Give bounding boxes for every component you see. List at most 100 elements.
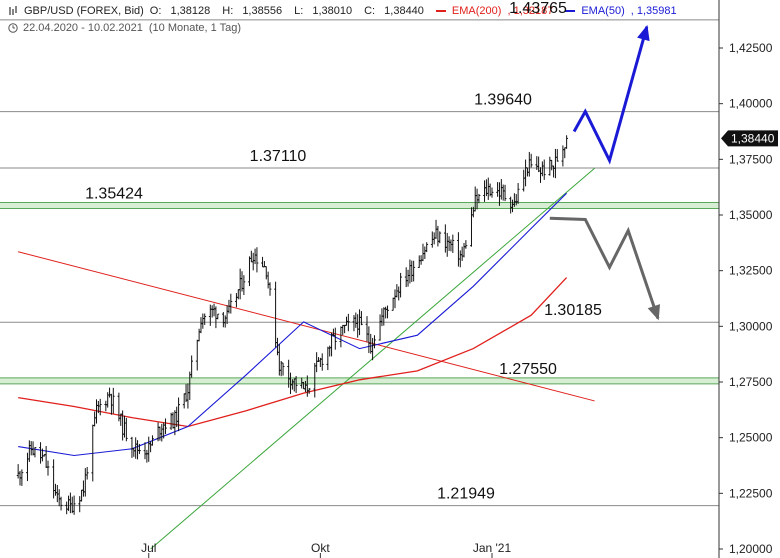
level-label-1.35424: 1.35424 bbox=[85, 186, 143, 203]
level-label-1.37110: 1.37110 bbox=[250, 148, 307, 165]
ohlc-bar bbox=[149, 441, 153, 453]
ohlc-bar bbox=[462, 242, 466, 258]
ohlc-bar bbox=[406, 269, 410, 287]
level-label-1.27550: 1.27550 bbox=[499, 361, 557, 378]
ohlc-bar bbox=[197, 328, 201, 342]
ema50-line bbox=[18, 192, 567, 457]
current-price-tag-bg bbox=[721, 130, 778, 147]
ohlc-bar bbox=[52, 459, 55, 499]
ohlc-bar bbox=[223, 315, 227, 328]
ohlc-bar bbox=[16, 464, 20, 479]
ohlc-bar bbox=[397, 286, 401, 301]
ohlc-bar bbox=[436, 225, 440, 247]
ohlc-bar bbox=[307, 387, 311, 394]
ohlc-bar bbox=[354, 312, 358, 328]
ohlc-bar bbox=[548, 156, 552, 176]
ohlc-bar bbox=[315, 352, 319, 373]
ohlc-bar bbox=[261, 256, 264, 268]
ohlc-bar bbox=[106, 392, 110, 408]
ohlc-bar bbox=[458, 250, 462, 268]
ohlc-bar bbox=[563, 147, 567, 159]
ohlc-bar bbox=[445, 232, 449, 257]
ohlc-bar bbox=[501, 184, 505, 201]
support-zone-1.35424 bbox=[0, 202, 719, 209]
ohlc-bar bbox=[143, 442, 147, 460]
ohlc-bar bbox=[160, 423, 164, 442]
ohlc-bar bbox=[369, 333, 373, 354]
ohlc-bar bbox=[98, 398, 102, 416]
ohlc-bar bbox=[214, 306, 218, 329]
ohlc-bar bbox=[145, 449, 149, 463]
ohlc-bar bbox=[253, 248, 257, 265]
ohlc-bar bbox=[248, 256, 251, 287]
ohlc-bar bbox=[460, 246, 464, 261]
ohlc-bar bbox=[27, 440, 31, 462]
ohlc-bar bbox=[522, 169, 526, 192]
ohlc-bar bbox=[138, 443, 141, 455]
ohlc-bar bbox=[251, 252, 255, 271]
ohlc-bar bbox=[542, 159, 546, 180]
clock-icon bbox=[8, 23, 18, 33]
ohlc-bar bbox=[57, 489, 61, 507]
ohlc-bar bbox=[341, 324, 345, 336]
ohlc-bar bbox=[20, 469, 24, 486]
ohlc-bar bbox=[524, 159, 527, 187]
y-tick-label: 1,25000 bbox=[729, 431, 773, 445]
ohlc-bar bbox=[169, 412, 173, 430]
bearish-arrowhead bbox=[647, 304, 660, 321]
ohlc-bar bbox=[26, 452, 29, 482]
ohlc-bar bbox=[391, 297, 395, 311]
ohlc-bar bbox=[124, 417, 128, 442]
ohlc-bar bbox=[425, 242, 429, 253]
ohlc-bar bbox=[503, 184, 507, 202]
ohlc-bar bbox=[496, 182, 499, 197]
ohlc-bar bbox=[464, 240, 468, 249]
ohlc-bar bbox=[365, 316, 369, 342]
ohlc-bar bbox=[540, 161, 544, 177]
header-line-ohlc: GBP/USD (FOREX, Bid) O: 1,38128 H: 1,385… bbox=[8, 5, 689, 17]
ohlc-bar bbox=[93, 411, 97, 427]
ohlc-bar bbox=[110, 393, 113, 415]
ohlc-bar bbox=[346, 313, 350, 332]
ohlc-bar bbox=[281, 362, 285, 376]
ohlc-bar bbox=[404, 267, 408, 288]
ohlc-bar bbox=[554, 148, 557, 179]
ohlc-bar bbox=[499, 179, 503, 200]
ohlc-bar bbox=[320, 353, 324, 371]
ohlc-bar bbox=[249, 250, 253, 263]
ohlc-bar bbox=[451, 234, 455, 253]
ema200-line bbox=[18, 277, 568, 428]
ohlc-bar bbox=[212, 303, 216, 317]
zones bbox=[0, 202, 719, 385]
trendlines bbox=[18, 167, 595, 550]
ohlc-bar bbox=[339, 326, 343, 348]
period-info: (10 Monate, 1 Tag) bbox=[148, 22, 242, 34]
ohlc-bar bbox=[438, 231, 442, 244]
axes: 1,20000 1,22500 1,25000 1,27500 1,30000 1,325… bbox=[141, 0, 778, 558]
ohlc-bar bbox=[384, 306, 388, 319]
ohlc-bar bbox=[352, 315, 356, 332]
ohlc-bar bbox=[457, 232, 460, 267]
ema200-value: 1,32187 bbox=[513, 5, 554, 17]
ohlc-bar bbox=[70, 496, 74, 514]
bearish-scenario-path bbox=[549, 216, 660, 319]
low-label: L: bbox=[294, 5, 304, 17]
scenario-arrows bbox=[549, 24, 660, 321]
bar-chart-icon bbox=[9, 6, 17, 15]
ohlc-bar bbox=[367, 326, 371, 354]
ohlc-bar bbox=[268, 282, 272, 296]
ohlc-bar bbox=[108, 387, 111, 398]
y-tick-label: 1,30000 bbox=[729, 319, 773, 333]
ohlc-bar bbox=[423, 246, 427, 259]
ohlc-bar bbox=[186, 383, 190, 409]
ohlc-bar bbox=[360, 311, 363, 326]
y-tick-label: 1,22500 bbox=[729, 486, 773, 500]
ohlc-bar bbox=[447, 236, 451, 251]
ohlc-bar bbox=[54, 483, 57, 496]
ohlc-bar bbox=[408, 259, 412, 284]
ohlc-bar bbox=[104, 400, 108, 412]
downtrend-trendline bbox=[18, 251, 595, 402]
ohlc-bar bbox=[490, 187, 494, 198]
y-tick-label: 1,40000 bbox=[729, 97, 773, 111]
